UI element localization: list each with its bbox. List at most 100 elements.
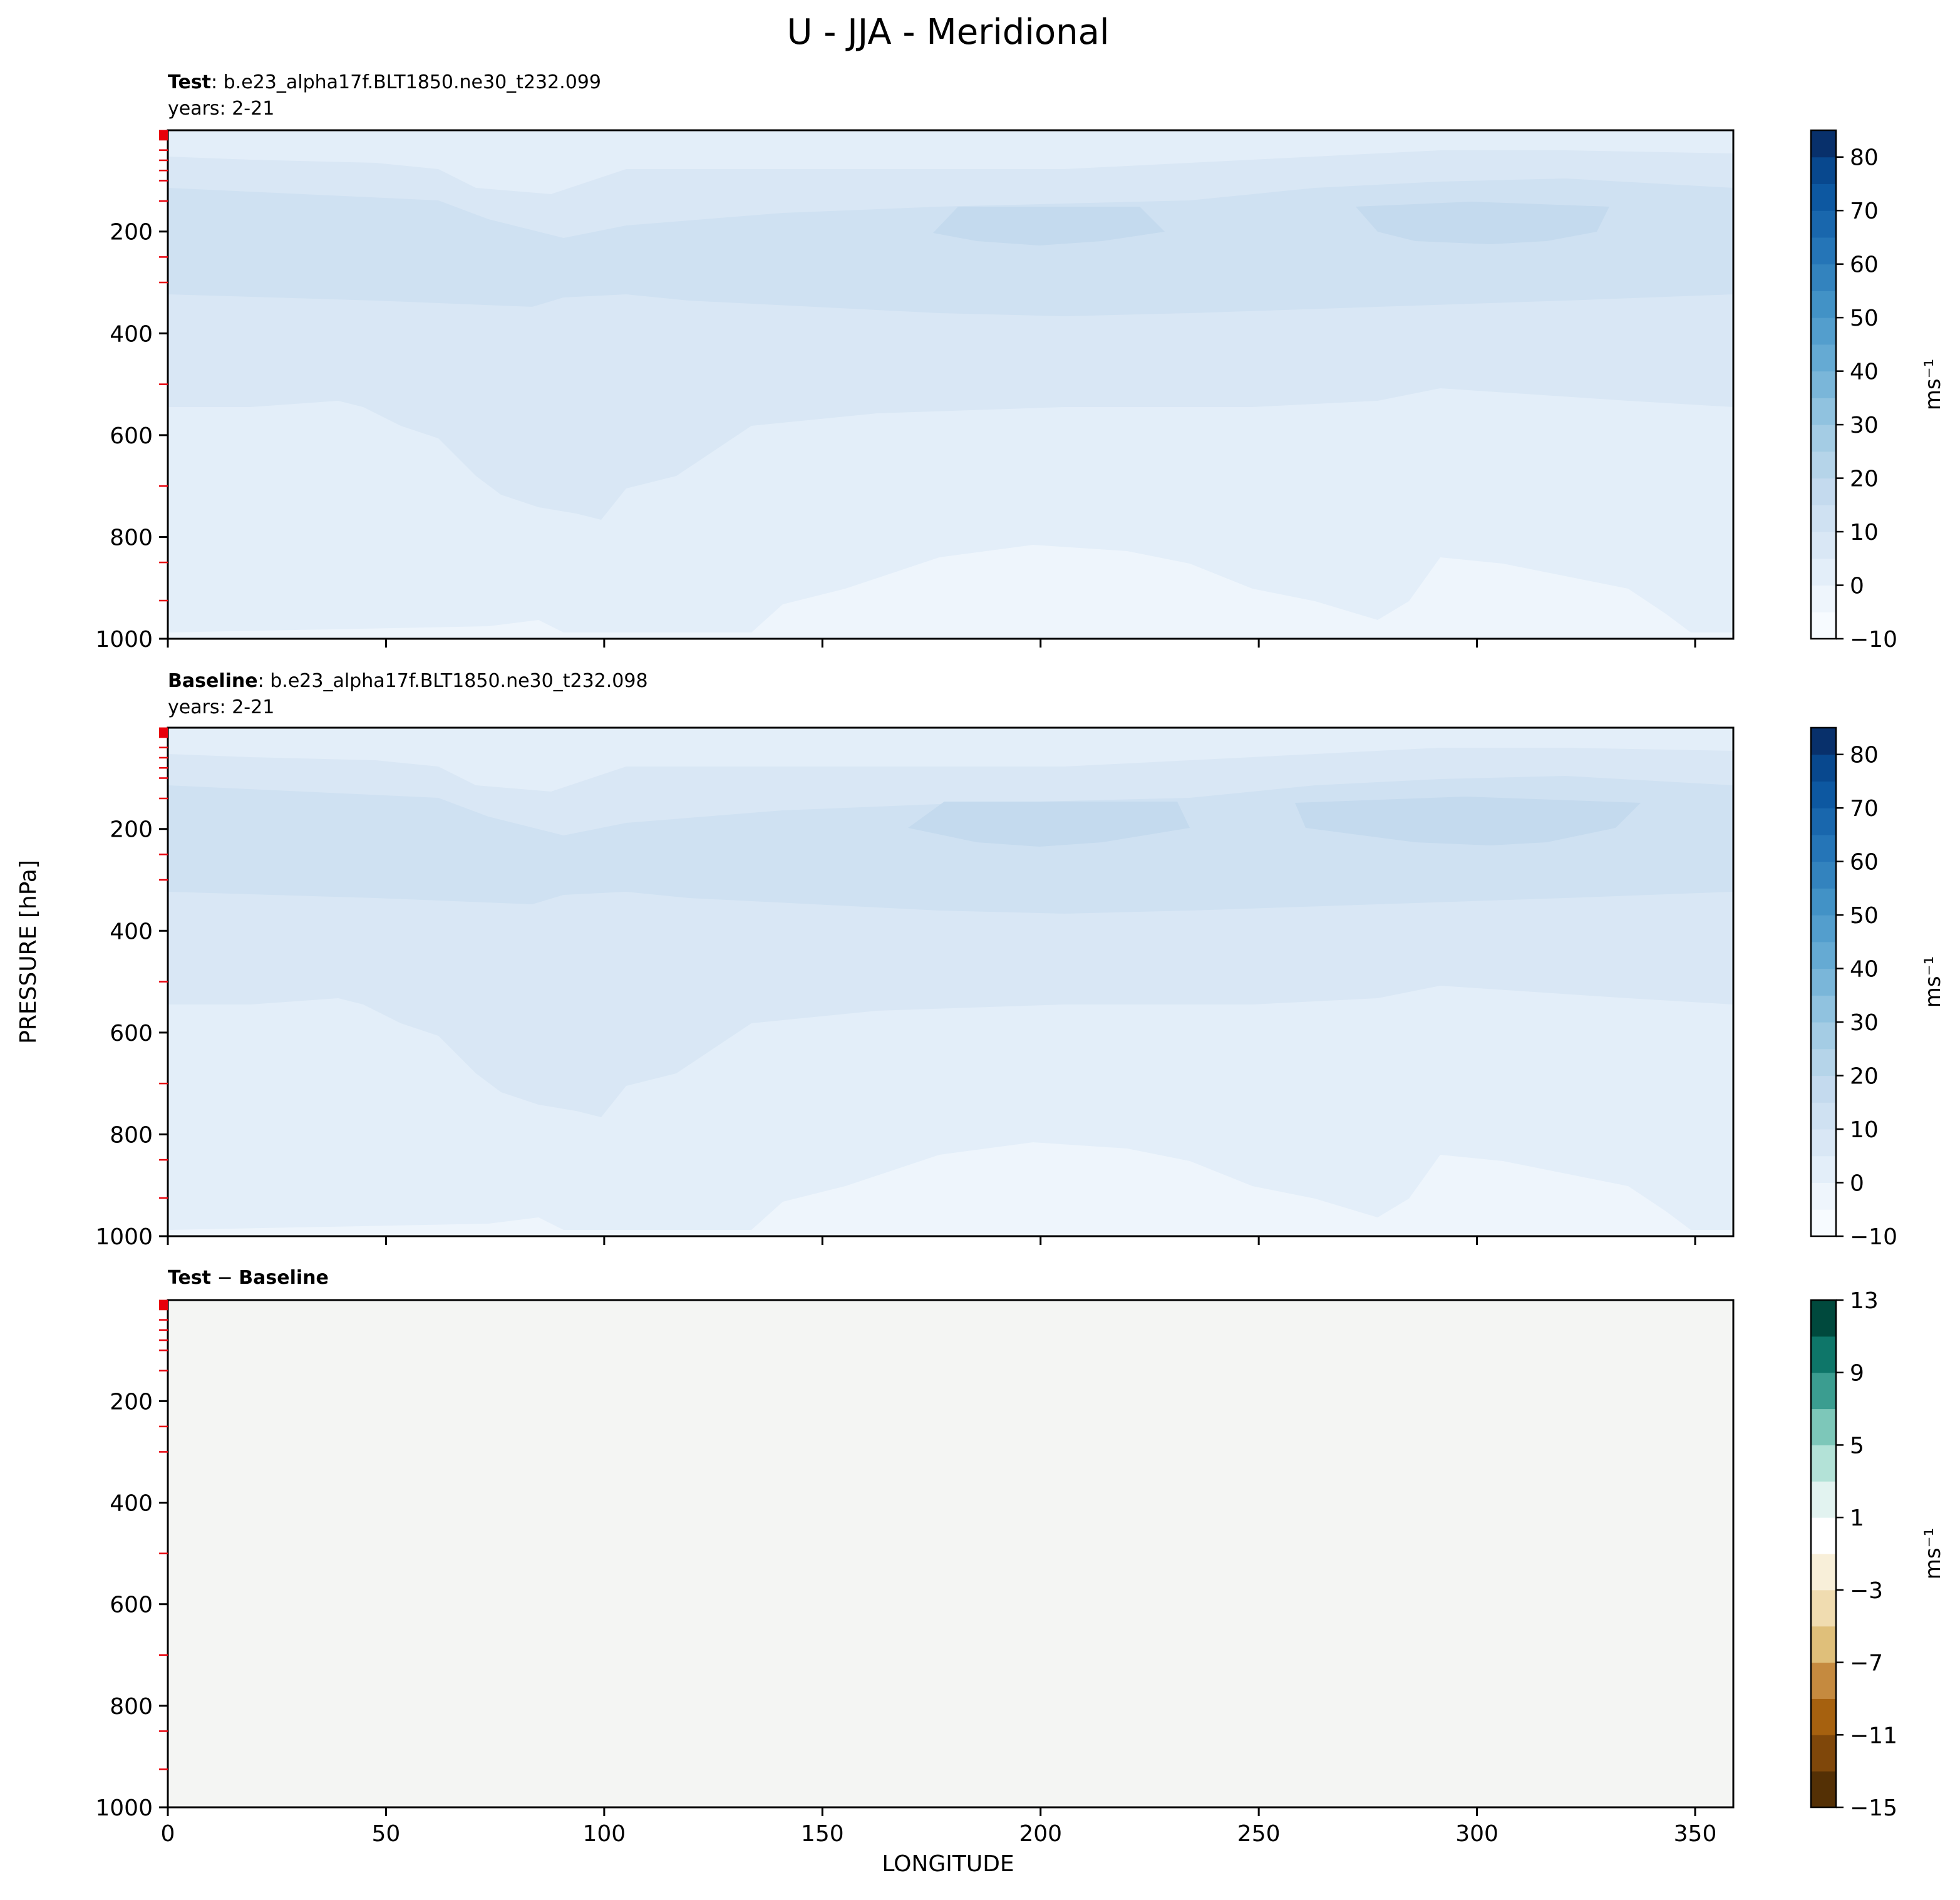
colorbar-tick-label: −3 xyxy=(1850,1578,1883,1604)
x-tick-label: 150 xyxy=(801,1821,844,1847)
colorbar-swatch xyxy=(1811,1155,1836,1184)
colorbar-tick-label: 80 xyxy=(1850,743,1879,768)
colorbar-swatch xyxy=(1811,1048,1836,1076)
y-tick-label: 200 xyxy=(110,1389,153,1415)
colorbar-swatch xyxy=(1811,728,1836,755)
x-tick-label: 250 xyxy=(1237,1821,1281,1847)
colorbar-swatch xyxy=(1811,1481,1836,1518)
panel-test-label-case: : b.e23_alpha17f.BLT1850.ne30_t232.099 xyxy=(211,71,601,93)
panel-baseline-label-bold: Baseline xyxy=(168,670,258,692)
x-tick-label: 50 xyxy=(372,1821,401,1847)
colorbar-swatch xyxy=(1811,1102,1836,1130)
colorbar-tick-label: 60 xyxy=(1850,850,1879,875)
colorbar-swatch xyxy=(1811,585,1836,612)
colorbar-swatch xyxy=(1811,1517,1836,1554)
x-tick-label: 0 xyxy=(161,1821,175,1847)
colorbar-swatch xyxy=(1811,968,1836,996)
colorbar-swatch xyxy=(1811,754,1836,782)
y-tick-label: 200 xyxy=(110,817,153,843)
colorbar-swatch xyxy=(1811,210,1836,238)
colorbar-frame xyxy=(1810,129,1837,640)
colorbar-swatch xyxy=(1811,941,1836,969)
colorbar-tick-label: 80 xyxy=(1850,145,1879,171)
x-tick-label: 350 xyxy=(1674,1821,1717,1847)
colorbar-tick-label: 13 xyxy=(1850,1288,1879,1314)
figure-title: U - JJA - Meridional xyxy=(787,12,1109,53)
x-tick-label: 300 xyxy=(1455,1821,1498,1847)
colorbar-tick-label: 1 xyxy=(1850,1505,1864,1531)
colorbar-tick-label: 30 xyxy=(1850,413,1879,438)
y-tick-label: 600 xyxy=(110,1021,153,1046)
colorbar-swatch xyxy=(1811,398,1836,425)
colorbar-tick-label: 40 xyxy=(1850,359,1879,385)
panel-test-years: years: 2-21 xyxy=(168,98,274,120)
colorbar-swatch xyxy=(1811,478,1836,505)
field-band-20-25-b xyxy=(1295,797,1641,845)
panel-baseline-label: Baseline: b.e23_alpha17f.BLT1850.ne30_t2… xyxy=(168,670,648,692)
colorbar-swatch xyxy=(1811,157,1836,184)
colorbar-swatch xyxy=(1811,130,1836,158)
colorbar-swatch xyxy=(1811,1698,1836,1735)
panel-baseline-label-case: : b.e23_alpha17f.BLT1850.ne30_t232.098 xyxy=(258,670,648,692)
colorbar-swatch xyxy=(1811,1209,1836,1237)
y-tick-label: 1000 xyxy=(95,1224,153,1250)
y-axis-label: PRESSURE [hPa] xyxy=(16,860,41,1044)
panel-baseline: Baseline: b.e23_alpha17f.BLT1850.ne30_t2… xyxy=(95,670,1946,1250)
x-tick-label: 200 xyxy=(1019,1821,1062,1847)
field-band-20-25-a xyxy=(908,802,1190,847)
colorbar-swatch xyxy=(1811,1554,1836,1591)
panel-test: Test: b.e23_alpha17f.BLT1850.ne30_t232.0… xyxy=(95,71,1946,653)
colorbar-swatch xyxy=(1811,1075,1836,1103)
colorbar-swatch xyxy=(1811,558,1836,586)
colorbar-swatch xyxy=(1811,1662,1836,1699)
y-tick-label: 400 xyxy=(110,1491,153,1517)
colorbar-tick-label: 50 xyxy=(1850,903,1879,929)
panel-diff: Test − Baseline 200 400 600 800 1000 0 50 100 1… xyxy=(95,1267,1946,1847)
colorbar-swatch xyxy=(1811,425,1836,452)
colorbar-tick-label: 60 xyxy=(1850,252,1879,278)
colorbar-tick-label: 9 xyxy=(1850,1361,1864,1386)
colorbar-tick-label: 70 xyxy=(1850,796,1879,822)
y-tick-label: 800 xyxy=(110,1122,153,1148)
colorbar-swatch xyxy=(1811,532,1836,559)
colorbar-tick-label: 10 xyxy=(1850,520,1879,545)
colorbar-tick-label: −7 xyxy=(1850,1651,1883,1676)
panel-diff-label-baseline: Baseline xyxy=(239,1267,329,1289)
colorbar-swatch xyxy=(1811,371,1836,398)
colorbar-units: ms⁻¹ xyxy=(1921,359,1946,410)
colorbar-tick-label: 70 xyxy=(1850,199,1879,224)
colorbar-swatch xyxy=(1811,781,1836,808)
colorbar-tick-label: 0 xyxy=(1850,574,1864,599)
y-tick-label: 800 xyxy=(110,525,153,550)
y-tick-label: 1000 xyxy=(95,1795,153,1821)
panel-test-label-bold: Test xyxy=(168,71,211,93)
colorbar-swatch xyxy=(1811,612,1836,639)
colorbar-frame xyxy=(1810,1299,1837,1809)
colorbar-swatch xyxy=(1811,451,1836,479)
y-tick-label: 200 xyxy=(110,220,153,245)
colorbar-swatch xyxy=(1811,861,1836,889)
colorbar-swatch xyxy=(1811,834,1836,862)
colorbar-swatch xyxy=(1811,1626,1836,1663)
x-tick-label: 100 xyxy=(583,1821,626,1847)
colorbar-tick-label: 10 xyxy=(1850,1117,1879,1143)
colorbar-swatch xyxy=(1811,995,1836,1023)
field-band-20-25-a xyxy=(933,207,1165,245)
field-band-5-10-top xyxy=(168,130,1733,194)
colorbar-swatch xyxy=(1811,183,1836,211)
colorbar-swatch xyxy=(1811,808,1836,835)
colorbar-swatch xyxy=(1811,1589,1836,1627)
colorbar-swatch xyxy=(1811,1771,1836,1808)
colorbar-tick-label: 5 xyxy=(1850,1433,1864,1459)
colorbar-swatch xyxy=(1811,888,1836,916)
panel-diff-label: Test − Baseline xyxy=(168,1267,329,1289)
panel-diff-label-minus: − xyxy=(211,1267,239,1289)
colorbar-swatch xyxy=(1811,1022,1836,1050)
colorbar-swatch xyxy=(1811,505,1836,532)
colorbar-tick-label: −11 xyxy=(1850,1723,1897,1748)
panel-test-field xyxy=(168,130,1733,639)
x-axis-label: LONGITUDE xyxy=(882,1851,1014,1877)
colorbar-swatch xyxy=(1811,1129,1836,1157)
colorbar-tick-label: 50 xyxy=(1850,306,1879,331)
